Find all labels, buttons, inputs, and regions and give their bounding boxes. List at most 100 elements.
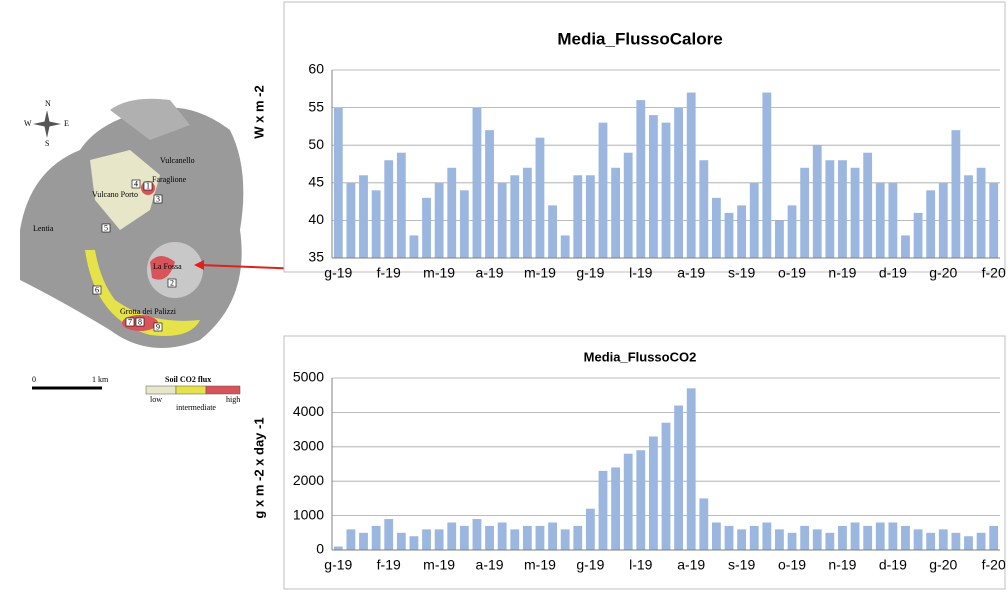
x-tick-label: g-19: [576, 265, 604, 281]
bar: [712, 522, 721, 550]
legend-swatch: [176, 386, 206, 394]
bar: [523, 526, 532, 550]
bar: [725, 526, 734, 550]
site-label: 5: [104, 223, 108, 232]
bar: [662, 123, 671, 258]
bar: [762, 93, 771, 258]
x-tick-label: s-19: [728, 557, 755, 573]
bar: [662, 423, 671, 550]
bar: [838, 526, 847, 550]
legend-label: low: [150, 395, 162, 404]
y-tick-label: 2000: [293, 472, 324, 488]
bar: [334, 108, 343, 258]
bar: [548, 205, 557, 258]
site-label: 3: [156, 194, 160, 203]
bar: [813, 529, 822, 550]
bar: [346, 529, 355, 550]
bar: [611, 467, 620, 550]
y-tick-label: 3000: [293, 438, 324, 454]
x-tick-label: g-19: [324, 557, 352, 573]
x-tick-label: n-19: [828, 265, 856, 281]
bar: [460, 526, 469, 550]
bar: [825, 160, 834, 258]
scale-label: 1 km: [92, 375, 109, 384]
bar: [573, 526, 582, 550]
x-tick-label: o-19: [778, 265, 806, 281]
legend-label: high: [226, 395, 240, 404]
site-label: 2: [170, 278, 174, 287]
bar: [989, 526, 998, 550]
bar: [435, 183, 444, 258]
y-tick-label: 5000: [293, 369, 324, 385]
bar: [750, 526, 759, 550]
legend-title: Soil CO2 flux: [165, 375, 211, 384]
bar: [510, 175, 519, 258]
bar: [498, 522, 507, 550]
bar: [788, 533, 797, 550]
y-tick-label: 35: [308, 249, 324, 265]
y-tick-label: 0: [316, 541, 324, 557]
bar: [687, 388, 696, 550]
x-tick-label: g-19: [576, 557, 604, 573]
compass-label: E: [64, 119, 69, 128]
figure: N S W E Vulcanello Faraglione Vulcano Po…: [0, 0, 1008, 592]
bar: [926, 190, 935, 258]
scale-label: 0: [32, 375, 36, 384]
bar: [901, 235, 910, 258]
bar: [926, 533, 935, 550]
bar: [775, 220, 784, 258]
bar: [674, 108, 683, 258]
x-tick-label: g-20: [929, 265, 957, 281]
x-tick-label: g-19: [324, 265, 352, 281]
bar: [573, 175, 582, 258]
bar: [964, 536, 973, 550]
bar: [410, 235, 419, 258]
bar: [611, 168, 620, 258]
place-label: Vulcanello: [160, 156, 195, 165]
bar: [863, 526, 872, 550]
bar: [851, 168, 860, 258]
bar: [473, 108, 482, 258]
bar: [775, 529, 784, 550]
x-tick-label: d-19: [879, 265, 907, 281]
bar: [397, 153, 406, 258]
bar: [674, 406, 683, 550]
legend-label: intermediate: [176, 403, 216, 412]
bar: [384, 160, 393, 258]
place-label: Faraglione: [152, 175, 187, 184]
bar: [624, 454, 633, 550]
bar: [964, 175, 973, 258]
place-label: Grotta dei Palizzi: [120, 307, 177, 316]
y-tick-label: 4000: [293, 403, 324, 419]
x-tick-label: f-20: [982, 557, 1006, 573]
x-tick-label: n-19: [828, 557, 856, 573]
bar: [372, 190, 381, 258]
y-axis-label: g x m -2 x day -1: [251, 417, 266, 518]
compass-label: W: [24, 119, 32, 128]
bar: [838, 160, 847, 258]
bar: [372, 526, 381, 550]
x-tick-label: m-19: [423, 265, 455, 281]
chart-title: Media_FlussoCO2: [584, 349, 697, 364]
bar: [750, 183, 759, 258]
bar: [498, 183, 507, 258]
bar: [863, 153, 872, 258]
x-tick-label: m-19: [524, 265, 556, 281]
bar: [699, 498, 708, 550]
bar: [561, 235, 570, 258]
bar: [977, 168, 986, 258]
bar: [397, 533, 406, 550]
bar: [649, 436, 658, 550]
bar: [536, 526, 545, 550]
x-tick-label: m-19: [423, 557, 455, 573]
bar: [939, 183, 948, 258]
bar: [951, 533, 960, 550]
bar: [599, 123, 608, 258]
bar: [737, 205, 746, 258]
bar: [561, 529, 570, 550]
y-tick-label: 45: [308, 174, 324, 190]
bar: [800, 526, 809, 550]
bar: [410, 536, 419, 550]
legend-swatch: [206, 386, 240, 394]
bar: [586, 509, 595, 550]
